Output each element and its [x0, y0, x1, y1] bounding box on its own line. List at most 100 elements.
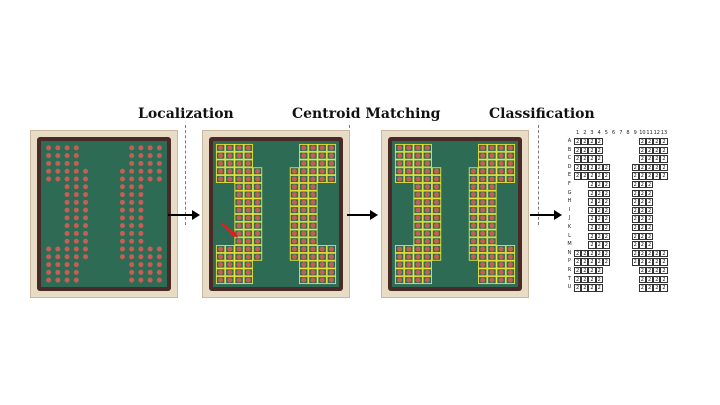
- grid-cell: 2: [646, 275, 654, 283]
- grid-cell: 2: [588, 258, 596, 266]
- grid-row-header: F: [568, 181, 571, 187]
- grid-cell: 2: [588, 232, 596, 240]
- grid-cell: 2: [588, 155, 596, 163]
- grid-row-header: A: [567, 138, 572, 144]
- grid-cell: 2: [638, 138, 646, 146]
- grid-cell: 2: [638, 224, 646, 232]
- grid-cell: 2: [638, 146, 646, 154]
- grid-cell: 2: [588, 163, 596, 172]
- grid-cell: 2: [653, 146, 661, 154]
- grid-cell: 2: [595, 284, 603, 292]
- chip-image-raw: [30, 130, 178, 298]
- grid-column-header: 12: [653, 130, 660, 136]
- grid-cell: 2: [574, 163, 582, 172]
- grid-cell: 2: [602, 163, 610, 172]
- grid-cell: 2: [638, 206, 646, 215]
- grid-cell: 2: [595, 172, 603, 180]
- grid-cell: 2: [588, 224, 596, 232]
- grid-cell: 2: [588, 198, 596, 206]
- grid-cell: 2: [646, 232, 654, 240]
- grid-column-header: 13: [660, 130, 668, 136]
- grid-column-header: 4: [597, 130, 601, 136]
- grid-row-header: M: [567, 241, 572, 248]
- grid-cell: 2: [660, 249, 668, 258]
- grid-cell: 2: [581, 155, 589, 163]
- grid-row-header: P: [567, 258, 571, 265]
- grid-row-header: G: [567, 189, 572, 196]
- grid-cell: 2: [595, 267, 603, 275]
- grid-cell: 2: [588, 138, 596, 146]
- grid-cell: 2: [646, 224, 654, 232]
- grid-cell: 2: [646, 146, 654, 154]
- grid-cell: 2: [638, 275, 646, 283]
- grid-column-header: 7: [619, 130, 623, 136]
- grid-cell: 2: [574, 284, 582, 292]
- grid-column-header: 3: [590, 130, 594, 136]
- grid-cell: 2: [646, 138, 654, 146]
- grid-column-header: 9: [633, 130, 637, 136]
- grid-row-header: U: [567, 284, 572, 291]
- grid-cell: 2: [588, 241, 596, 249]
- arrow-to-localization: [168, 210, 200, 220]
- grid-cell: 2: [588, 172, 596, 180]
- grid-cell: 2: [595, 249, 603, 258]
- grid-cell: 2: [595, 206, 603, 215]
- grid-row-header: J: [568, 215, 571, 222]
- grid-cell: 2: [646, 284, 654, 292]
- grid-cell: 2: [602, 206, 610, 215]
- grid-cell: 2: [581, 275, 589, 283]
- grid-cell: 2: [574, 172, 582, 180]
- grid-row-header: D: [567, 163, 572, 170]
- grid-cell: 2: [631, 163, 639, 172]
- grid-row-header: K: [567, 224, 572, 230]
- arrow-to-classification: [530, 210, 562, 220]
- grid-cell: 2: [653, 249, 661, 258]
- grid-cell: 2: [646, 155, 654, 163]
- grid-cell: 2: [581, 267, 589, 275]
- grid-cell: 2: [602, 215, 610, 223]
- grid-cell: 2: [631, 206, 639, 215]
- grid-cell: 2: [646, 181, 654, 189]
- grid-cell: 2: [660, 163, 668, 172]
- grid-cell: 2: [638, 172, 646, 180]
- grid-cell: 2: [581, 249, 589, 258]
- grid-cell: 2: [602, 198, 610, 206]
- grid-cell: 2: [588, 215, 596, 223]
- grid-cell: 2: [646, 267, 654, 275]
- grid-cell: 2: [653, 275, 661, 283]
- grid-row-header: N: [567, 249, 572, 256]
- grid-cell: 2: [595, 163, 603, 172]
- grid-cell: 2: [660, 275, 668, 283]
- grid-column-header: 11: [646, 130, 653, 136]
- grid-row-header: T: [567, 275, 572, 282]
- grid-cell: 2: [602, 224, 610, 232]
- grid-cell: 2: [588, 206, 596, 215]
- grid-cell: 2: [646, 249, 654, 258]
- grid-cell: 2: [638, 163, 646, 172]
- grid-cell: 2: [595, 258, 603, 266]
- grid-cell: 2: [588, 267, 596, 275]
- stage-label-centroid-matching: Centroid Matching: [292, 106, 441, 122]
- grid-cell: 2: [588, 189, 596, 197]
- grid-cell: 2: [595, 232, 603, 240]
- grid-cell: 2: [646, 163, 654, 172]
- grid-cell: 2: [631, 258, 639, 266]
- grid-cell: 2: [581, 163, 589, 172]
- grid-cell: 2: [602, 258, 610, 266]
- grid-cell: 2: [638, 241, 646, 249]
- grid-cell: 2: [588, 249, 596, 258]
- grid-cell: 2: [638, 249, 646, 258]
- grid-cell: 2: [638, 215, 646, 223]
- grid-row-header: I: [568, 206, 571, 213]
- highlight-arrow: [220, 222, 238, 238]
- grid-row-header: H: [567, 198, 572, 205]
- grid-cell: 2: [588, 146, 596, 154]
- grid-cell: 2: [653, 284, 661, 292]
- grid-row-header: C: [567, 155, 572, 162]
- grid-cell: 2: [581, 284, 589, 292]
- grid-cell: 2: [646, 206, 654, 215]
- grid-cell: 2: [653, 155, 661, 163]
- grid-cell: 2: [595, 275, 603, 283]
- grid-cell: 2: [602, 189, 610, 197]
- grid-cell: 2: [595, 146, 603, 154]
